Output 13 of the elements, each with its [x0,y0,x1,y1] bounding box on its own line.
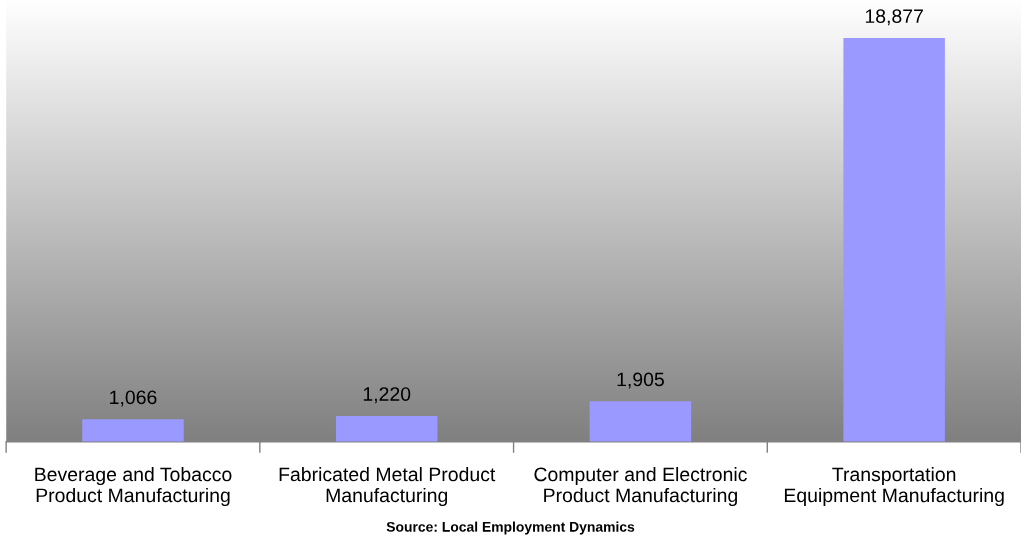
data-label: 1,905 [617,372,664,389]
bar [589,401,692,442]
x-tick-label: Transportation Equipment Manufacturing [784,467,1004,507]
data-label: 18,877 [865,9,923,26]
bar [82,419,184,442]
source-note: Source: Local Employment Dynamics [386,521,635,535]
data-label: 1,220 [363,387,411,404]
x-tick-label: Computer and Electronic Product Manufacturing [534,467,747,507]
bar [335,415,438,442]
x-tick-label: Fabricated Metal Product Manufacturing [279,467,496,507]
bar [843,37,945,442]
x-tick-label: Beverage and Tobacco Product Manufacturing [35,467,232,507]
data-label: 1,066 [110,390,157,407]
